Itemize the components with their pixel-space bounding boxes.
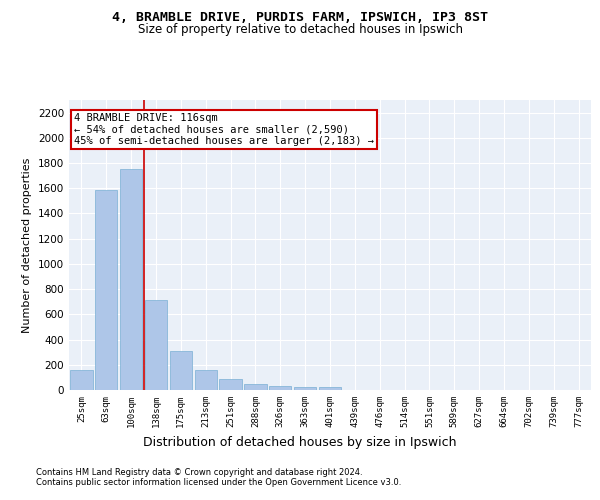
Text: Distribution of detached houses by size in Ipswich: Distribution of detached houses by size … (143, 436, 457, 449)
Bar (120, 168, 142, 390)
Bar (244, 384, 266, 390)
Text: Contains HM Land Registry data © Crown copyright and database right 2024.: Contains HM Land Registry data © Crown c… (36, 468, 362, 477)
Bar (95, 190, 118, 390)
Text: 4, BRAMBLE DRIVE, PURDIS FARM, IPSWICH, IP3 8ST: 4, BRAMBLE DRIVE, PURDIS FARM, IPSWICH, … (112, 11, 488, 24)
Bar (294, 388, 316, 390)
Bar (170, 351, 192, 390)
Text: Size of property relative to detached houses in Ipswich: Size of property relative to detached ho… (137, 24, 463, 36)
Bar (70, 370, 92, 390)
Bar (194, 370, 217, 390)
Bar (319, 388, 341, 390)
Bar (220, 380, 242, 390)
Bar (145, 300, 167, 390)
Y-axis label: Number of detached properties: Number of detached properties (22, 158, 32, 332)
Text: 4 BRAMBLE DRIVE: 116sqm
← 54% of detached houses are smaller (2,590)
45% of semi: 4 BRAMBLE DRIVE: 116sqm ← 54% of detache… (74, 113, 374, 146)
Bar (269, 386, 292, 390)
Text: Contains public sector information licensed under the Open Government Licence v3: Contains public sector information licen… (36, 478, 401, 487)
